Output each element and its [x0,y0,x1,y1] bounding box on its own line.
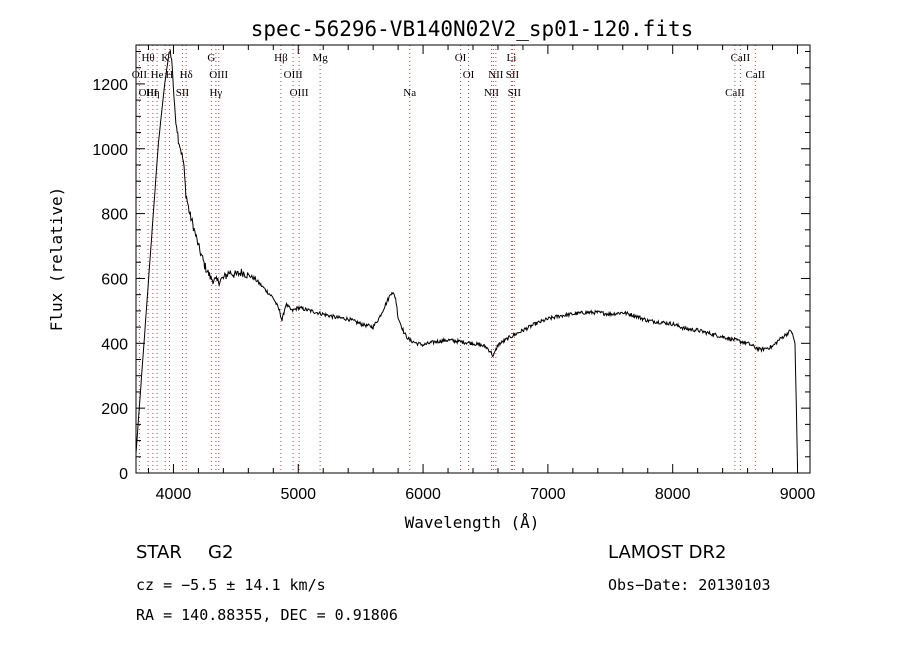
spectral-line-label: CaII [725,87,745,99]
spectral-line-label: CaII [731,52,751,64]
y-axis: 0 200 400 600 800 1000 1200 [92,50,810,483]
x-tick-label: 8000 [655,486,691,503]
y-tick-label: 200 [101,401,128,418]
spectral-line-label: OI [463,69,475,81]
spectral-line-label: OIII [284,69,303,81]
spectral-line-label: He [151,69,164,81]
spectral-line-label: Hη [146,87,160,99]
x-tick-label: 4000 [156,486,192,503]
spectral-line-label: Na [403,87,416,99]
y-tick-label: 400 [101,336,128,353]
spectral-line-label: OII [132,69,148,81]
y-tick-label: 1000 [92,142,128,159]
x-axis-label: Wavelength (Å) [405,513,540,532]
redshift-text: cz = −5.5 ± 14.1 km/s [136,576,326,594]
x-tick-label: 7000 [530,486,566,503]
x-axis: 4000 5000 6000 7000 8000 9000 [147,45,816,503]
plot-frame [135,44,811,474]
y-tick-label: 1200 [92,77,128,94]
chart-title: spec-56296-VB140N02V2_sp01-120.fits [251,17,694,41]
survey-label: LAMOST DR2 [608,542,726,563]
spectral-line-label: K [161,52,169,64]
spectral-line-label: SII [506,69,520,81]
spectral-line-markers: OIIHθOIIIHηHeKHSIIHδGHγOIIIHβOIIIOIIIMgN… [132,45,766,473]
y-tick-label: 800 [101,207,128,224]
coordinates-text: RA = 140.88355, DEC = 0.91806 [136,606,398,624]
spectral-line-label: Li [507,52,517,64]
spectral-line-label: Hθ [141,52,154,64]
spectral-line-label: NII [488,69,504,81]
x-tick-label: 5000 [280,486,316,503]
y-axis-label: Flux (relative) [47,187,66,332]
spectral-line-label: OIII [290,87,309,99]
spectral-line-label: Hγ [209,87,222,99]
spectral-line-label: Hβ [274,52,288,64]
spectral-line-label: G [207,52,215,64]
x-tick-label: 6000 [405,486,441,503]
spectral-line-label: Mg [312,52,328,64]
spectral-line-label: OIII [209,69,228,81]
spectrum-series-line [135,48,798,467]
spectral-line-label: NII [484,87,500,99]
spectral-line-label: H [165,69,173,81]
spectral-line-label: OI [455,52,467,64]
spectral-line-label: CaII [746,69,766,81]
y-tick-label: 600 [101,271,128,288]
spectral-line-label: Hδ [180,69,193,81]
y-tick-label: 0 [119,466,128,483]
spectral-line-label: SII [508,87,522,99]
object-class: STAR [136,542,182,563]
obs-date-text: Obs−Date: 20130103 [608,576,771,594]
x-tick-label: 9000 [780,486,816,503]
object-subclass: G2 [208,542,233,563]
spectral-line-label: SII [176,87,190,99]
